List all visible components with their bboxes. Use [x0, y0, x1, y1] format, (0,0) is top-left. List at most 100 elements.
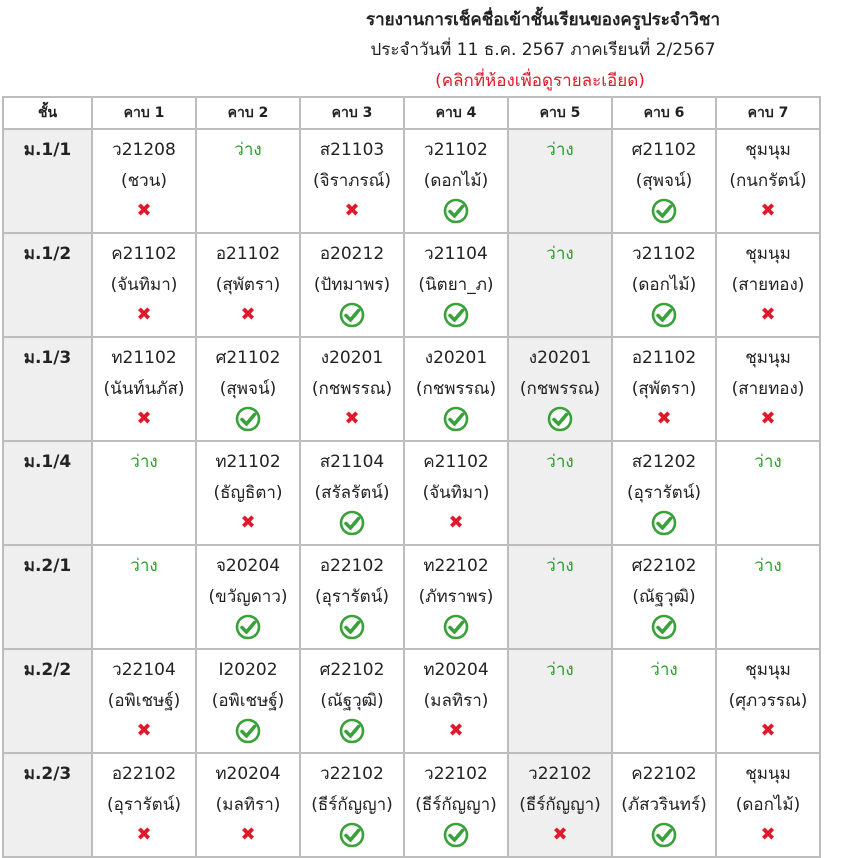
teacher-name: (จันทิมา): [110, 275, 178, 295]
subject-code: ว21104: [424, 244, 488, 264]
subject-code: ส21103: [319, 140, 385, 160]
room-label[interactable]: ม.2/3: [2, 752, 93, 858]
period-cell: ว22102 (ธีร์กัญญา): [403, 752, 509, 858]
subject-code: อ21102: [631, 348, 697, 368]
teacher-name: (ดอกไม้): [735, 795, 801, 815]
table-header-row: ชั้น คาบ 1 คาบ 2 คาบ 3 คาบ 4 คาบ 5 คาบ 6…: [2, 96, 821, 130]
period-cell: ง20201 (กชพรรณ) ✖: [299, 336, 405, 442]
subject-code: ชุมนุม: [745, 764, 791, 784]
subject-code: I20202: [218, 660, 278, 680]
teacher-name: (สุพัตรา): [631, 379, 697, 399]
checked-icon: [405, 821, 507, 849]
teacher-name: (สายทอง): [731, 275, 805, 295]
free-period-label: ว่าง: [650, 660, 678, 680]
period-cell: ศ22102 (ณัฐวุฒิ): [299, 648, 405, 754]
report-header: รายงานการเช็คชื่อเข้าชั้นเรียนของครูประจ…: [0, 0, 857, 97]
checked-icon: [613, 613, 715, 641]
teacher-name: (อุรารัตน์): [315, 587, 389, 607]
table-row: ม.2/1 ว่าง จ20204 (ขวัญดาว) อ22102 (อุรารัตน์…: [2, 544, 821, 650]
period-cell: ว่าง: [91, 544, 197, 650]
period-cell: ว่าง: [715, 544, 821, 650]
absent-x-icon: ✖: [240, 824, 256, 845]
teacher-name: (อพิเชษฐ์): [211, 691, 285, 711]
subject-code: ว22102: [528, 764, 592, 784]
period-cell: ว่าง: [507, 128, 613, 234]
period-cell: ค21102 (จันทิมา) ✖: [403, 440, 509, 546]
period-cell: อ21102 (สุพัตรา) ✖: [611, 336, 717, 442]
room-label[interactable]: ม.1/3: [2, 336, 93, 442]
period-cell: ค22102 (ภัสวรินทร์): [611, 752, 717, 858]
absent-x-icon: ✖: [240, 304, 256, 325]
absent-x-icon: ✖: [136, 200, 152, 221]
subject-code: จ20204: [215, 556, 281, 576]
period-cell: ท22102 (ภัทราพร): [403, 544, 509, 650]
teacher-name: (สรัลรัตน์): [314, 483, 390, 503]
absent-x-icon: ✖: [136, 304, 152, 325]
subject-code: ว22104: [112, 660, 176, 680]
checked-icon: [301, 301, 403, 329]
absent-x-icon: ✖: [136, 824, 152, 845]
column-header-period-4: คาบ 4: [403, 96, 509, 130]
subject-code: ว21102: [424, 140, 488, 160]
room-label[interactable]: ม.1/1: [2, 128, 93, 234]
absent-x-icon: ✖: [760, 304, 776, 325]
teacher-name: (สุพจน์): [219, 379, 277, 399]
period-cell: ว22104 (อพิเชษฐ์) ✖: [91, 648, 197, 754]
teacher-name: (ขวัญดาว): [208, 587, 288, 607]
subject-code: ส21202: [631, 452, 697, 472]
period-cell: ชุมนุม (กนกรัตน์) ✖: [715, 128, 821, 234]
period-cell: ชุมนุม (สายทอง) ✖: [715, 232, 821, 338]
teacher-name: (จันทิมา): [422, 483, 490, 503]
checked-icon: [301, 821, 403, 849]
checked-icon: [197, 405, 299, 433]
absent-x-icon: ✖: [344, 200, 360, 221]
teacher-name: (ชวน): [121, 171, 167, 191]
teacher-name: (ปัทมาพร): [313, 275, 391, 295]
teacher-name: (ณัฐวุฒิ): [632, 587, 696, 607]
room-label[interactable]: ม.1/2: [2, 232, 93, 338]
table-row: ม.1/3 ท21102 (นันท์นภัส) ✖ ศ21102 (สุพจน์) ง20…: [2, 336, 821, 442]
period-cell: อ22102 (อุรารัตน์): [299, 544, 405, 650]
subject-code: ชุมนุม: [745, 244, 791, 264]
teacher-name: (กชพรรณ): [415, 379, 497, 399]
teacher-name: (มลทิรา): [215, 795, 281, 815]
period-cell: ว่าง: [715, 440, 821, 546]
period-cell: จ20204 (ขวัญดาว): [195, 544, 301, 650]
subject-code: ค21102: [423, 452, 489, 472]
absent-x-icon: ✖: [448, 512, 464, 533]
free-period-label: ว่าง: [754, 452, 782, 472]
teacher-name: (ภัสวรินทร์): [621, 795, 707, 815]
absent-x-icon: ✖: [240, 512, 256, 533]
checked-icon: [613, 301, 715, 329]
checked-icon: [301, 717, 403, 745]
absent-x-icon: ✖: [656, 408, 672, 429]
period-cell: ชุมนุม (สายทอง) ✖: [715, 336, 821, 442]
teacher-name: (ณัฐวุฒิ): [320, 691, 384, 711]
report-title: รายงานการเช็คชื่อเข้าชั้นเรียนของครูประจ…: [365, 10, 721, 30]
subject-code: ว21102: [632, 244, 696, 264]
period-cell: ชุมนุม (ดอกไม้) ✖: [715, 752, 821, 858]
checked-icon: [405, 405, 507, 433]
subject-code: ง20201: [424, 348, 488, 368]
column-header-room: ชั้น: [2, 96, 93, 130]
room-label[interactable]: ม.1/4: [2, 440, 93, 546]
room-label[interactable]: ม.2/2: [2, 648, 93, 754]
click-room-hint[interactable]: (คลิกที่ห้องเพื่อดูรายละเอียด): [435, 71, 645, 91]
subject-code: ท22102: [423, 556, 489, 576]
teacher-name: (ดอกไม้): [631, 275, 697, 295]
free-period-label: ว่าง: [546, 140, 574, 160]
period-cell: ท20204 (มลทิรา) ✖: [403, 648, 509, 754]
free-period-label: ว่าง: [546, 556, 574, 576]
free-period-label: ว่าง: [546, 452, 574, 472]
absent-x-icon: ✖: [448, 720, 464, 741]
free-period-label: ว่าง: [234, 140, 262, 160]
period-cell: ว่าง: [195, 128, 301, 234]
period-cell: ค21102 (จันทิมา) ✖: [91, 232, 197, 338]
subject-code: อ22102: [111, 764, 177, 784]
subject-code: ค21102: [111, 244, 177, 264]
checked-icon: [301, 509, 403, 537]
checked-icon: [613, 197, 715, 225]
period-cell: ท21102 (ธัญธิตา) ✖: [195, 440, 301, 546]
room-label[interactable]: ม.2/1: [2, 544, 93, 650]
period-cell: ว่าง: [507, 232, 613, 338]
